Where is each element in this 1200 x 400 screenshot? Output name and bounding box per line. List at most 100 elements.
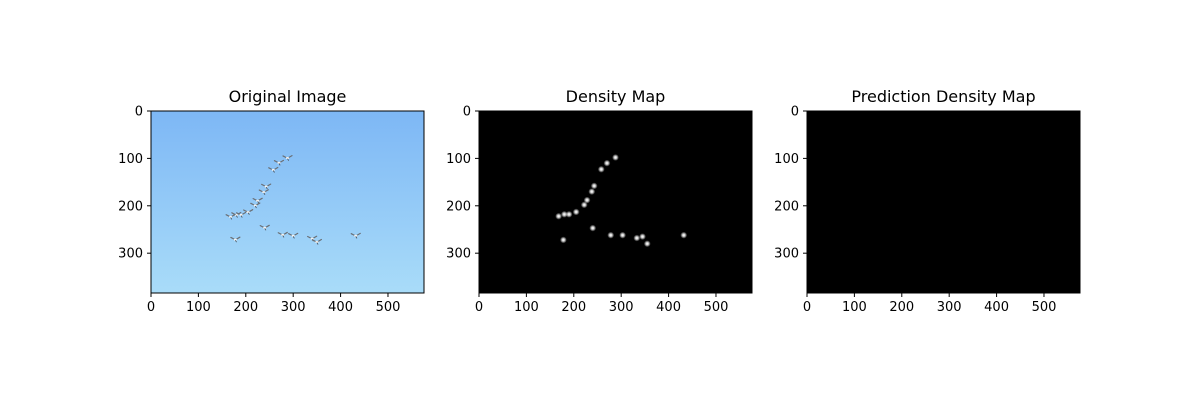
bird-tail bbox=[272, 170, 275, 173]
x-tick-label: 500 bbox=[376, 300, 401, 315]
x-tick-label: 300 bbox=[609, 300, 634, 315]
x-tick-label: 400 bbox=[328, 300, 353, 315]
y-tick-label: 100 bbox=[118, 152, 143, 167]
bird-tail bbox=[263, 192, 266, 195]
density-point bbox=[565, 210, 573, 218]
bird-tail bbox=[355, 236, 358, 239]
bird-mark bbox=[261, 183, 272, 190]
y-tick-label: 0 bbox=[463, 105, 471, 120]
bird-mark bbox=[259, 224, 270, 231]
density-point bbox=[607, 231, 615, 239]
bird-tail bbox=[264, 228, 267, 231]
bird-body bbox=[256, 199, 260, 202]
bird-tail bbox=[265, 186, 268, 190]
bird-mark bbox=[243, 209, 254, 215]
bird-body bbox=[354, 234, 358, 237]
axes-frame bbox=[806, 110, 1081, 294]
bird-tail bbox=[287, 158, 290, 161]
bird-mark bbox=[282, 155, 293, 161]
original-image bbox=[151, 111, 424, 293]
density-point bbox=[619, 231, 627, 239]
density-point bbox=[597, 165, 605, 173]
density-map-image bbox=[807, 111, 1080, 293]
bird-tail bbox=[235, 239, 237, 243]
bird-mark bbox=[273, 159, 285, 166]
bird-tail bbox=[278, 163, 281, 166]
axes-title: Original Image bbox=[229, 87, 347, 106]
bird-body bbox=[310, 237, 314, 240]
density-map-image bbox=[479, 111, 752, 293]
bird-tail bbox=[235, 215, 238, 218]
axes-frame bbox=[150, 110, 425, 294]
y-tick-label: 0 bbox=[791, 105, 799, 120]
x-tick-label: 0 bbox=[803, 300, 811, 315]
bird-mark bbox=[350, 232, 361, 239]
x-tick-label: 0 bbox=[147, 300, 155, 315]
bird-mark bbox=[230, 236, 241, 243]
bird-body bbox=[264, 185, 268, 188]
density-point bbox=[560, 210, 568, 218]
x-tick-label: 400 bbox=[656, 300, 681, 315]
x-tick-label: 0 bbox=[475, 300, 483, 315]
bird-mark bbox=[252, 197, 263, 204]
bird-body bbox=[281, 233, 285, 236]
y-tick-label: 100 bbox=[446, 152, 471, 167]
density-point bbox=[590, 182, 598, 190]
bird-body bbox=[253, 204, 257, 207]
density-point bbox=[555, 212, 563, 220]
bird-tail bbox=[316, 242, 319, 245]
axes-title: Prediction Density Map bbox=[851, 87, 1035, 106]
bird-mark bbox=[250, 202, 261, 209]
density-point bbox=[680, 231, 688, 239]
x-tick-label: 500 bbox=[704, 300, 729, 315]
y-tick-label: 200 bbox=[774, 199, 799, 214]
bird-tail bbox=[292, 236, 295, 239]
y-tick-label: 200 bbox=[118, 199, 143, 214]
y-tick-label: 300 bbox=[118, 247, 143, 262]
bird-tail bbox=[247, 212, 250, 215]
bird-body bbox=[233, 238, 237, 241]
axes-panel-3: 0 100 200 300 400 500 0 100 200 300 Prediction Den… bbox=[774, 87, 1081, 315]
x-tick-label: 500 bbox=[1032, 300, 1057, 315]
axes-frame bbox=[478, 110, 753, 294]
x-tick-label: 100 bbox=[186, 300, 211, 315]
density-point bbox=[639, 233, 646, 240]
bird-tail bbox=[257, 201, 260, 204]
bird-tail bbox=[282, 235, 285, 238]
x-tick-label: 200 bbox=[561, 300, 586, 315]
bird-tail bbox=[254, 205, 257, 209]
x-tick-label: 100 bbox=[842, 300, 867, 315]
bird-mark bbox=[277, 231, 288, 238]
x-tick-label: 200 bbox=[233, 300, 258, 315]
y-tick-label: 0 bbox=[135, 105, 143, 120]
bird-mark bbox=[225, 213, 236, 220]
x-tick-label: 200 bbox=[889, 300, 914, 315]
density-point bbox=[612, 154, 619, 161]
bird-body bbox=[262, 191, 266, 194]
bird-body bbox=[271, 168, 275, 171]
density-point bbox=[559, 236, 567, 244]
y-tick-label: 300 bbox=[446, 247, 471, 262]
bird-body bbox=[277, 161, 281, 164]
x-tick-label: 300 bbox=[281, 300, 306, 315]
axes-panel-2: 0 100 200 300 400 500 0 100 200 300 Density Map bbox=[446, 87, 753, 315]
axes-title: Density Map bbox=[566, 87, 666, 106]
bird-body bbox=[291, 234, 295, 237]
density-point bbox=[589, 224, 597, 232]
x-tick-label: 400 bbox=[984, 300, 1009, 315]
density-point bbox=[603, 159, 611, 167]
bird-body bbox=[239, 213, 243, 216]
bird-mark bbox=[258, 189, 269, 195]
density-point bbox=[633, 234, 641, 242]
bird-mark bbox=[288, 232, 299, 239]
y-tick-label: 200 bbox=[446, 199, 471, 214]
bird-body bbox=[246, 211, 250, 214]
bird-mark bbox=[311, 238, 322, 245]
bird-body bbox=[285, 157, 290, 160]
density-point bbox=[643, 240, 651, 248]
x-tick-label: 300 bbox=[937, 300, 962, 315]
density-point bbox=[580, 201, 588, 209]
y-tick-label: 100 bbox=[774, 152, 799, 167]
bird-body bbox=[315, 240, 319, 243]
